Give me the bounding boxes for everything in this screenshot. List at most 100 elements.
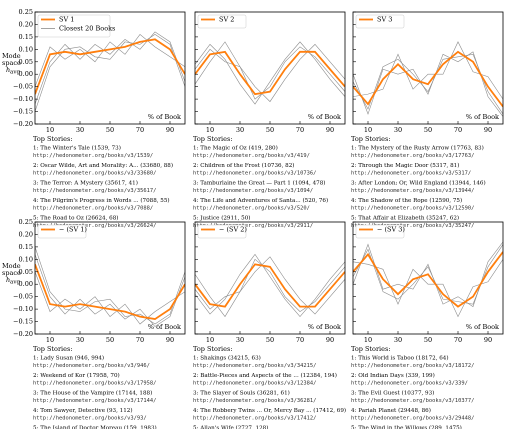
legend-label: Closest 20 Books (59, 25, 115, 33)
story-title: 1: Shakings (34215, 63) (193, 355, 261, 362)
stories-title: Top Stories: (193, 135, 233, 143)
story-title: 2: Oscar Wilde, Art and Morality: A... (… (33, 162, 173, 169)
legend-label: SV 3 (377, 16, 392, 24)
y-tick-label: 0.00 (19, 280, 33, 288)
story-url: http://hedonometer.org/books/v3/17412/ (193, 416, 316, 422)
y-axis-label: avg (10, 70, 20, 76)
story-title: 2: Children of the Frost (10736, 82) (193, 162, 294, 169)
x-tick-label: 10 (206, 126, 214, 134)
story-url: http://hedonometer.org/books/v3/7088/ (33, 206, 153, 212)
x-tick-label: 50 (106, 336, 114, 344)
story-title: 1: This World is Taboo (18172, 64) (351, 355, 449, 362)
story-title: 5: That Affair at Elizabeth (35247, 62) (351, 215, 459, 222)
x-tick-label: 70 (454, 126, 462, 134)
y-tick-label: 0.20 (19, 230, 33, 238)
x-tick-label: 30 (236, 336, 244, 344)
book-line (195, 46, 345, 100)
book-line (353, 53, 503, 115)
book-line (195, 253, 345, 318)
x-tick-label: 90 (166, 336, 174, 344)
y-axis-label: Mode (2, 52, 21, 60)
plot-frame (352, 11, 504, 125)
mode-line (353, 251, 503, 308)
y-tick-label: −0.10 (13, 95, 33, 103)
story-title: 2: Through the Magic Door (5317, 81) (351, 162, 459, 169)
panel: 10 30 50 70 90 % of Book SV 3 Top Stories: 1: Th… (351, 11, 504, 229)
mode-line (35, 38, 185, 95)
story-title: 2: Weekend of Kor (17958, 70) (33, 372, 120, 379)
story-url: http://hedonometer.org/books/v3/13944/ (351, 188, 474, 194)
story-title: 5: Allan's Wife (2727, 128) (193, 425, 268, 429)
y-tick-label: 0.15 (19, 243, 33, 251)
story-url: http://hedonometer.org/books/v3/10736/ (193, 171, 316, 177)
story-title: 3: After London; Or, Wild England (13944… (351, 180, 486, 187)
x-tick-label: 30 (76, 336, 84, 344)
x-tick-label: 50 (424, 126, 432, 134)
story-title: 2: Old Indian Days (339, 199) (351, 372, 435, 379)
story-title: 3: The Evil Guest (10377, 93) (351, 390, 434, 397)
y-tick-label: −0.10 (13, 305, 33, 313)
x-tick-label: 70 (296, 126, 304, 134)
x-axis-label: % of Book (308, 113, 341, 121)
story-title: 3: The Terror: A Mystery (35617, 41) (33, 180, 138, 187)
book-line (195, 41, 345, 105)
story-title: 4: The Shadow of the Rope (12590, 75) (351, 197, 462, 204)
y-tick-label: −0.15 (13, 318, 33, 326)
story-url: http://hedonometer.org/books/v3/5317/ (351, 171, 471, 177)
story-url: http://hedonometer.org/books/v3/93/ (33, 416, 147, 422)
story-title: 3: Tamburlaine the Great — Part 1 (1094,… (193, 180, 325, 187)
story-url: http://hedonometer.org/books/v3/1539/ (33, 153, 153, 159)
x-tick-label: 90 (166, 126, 174, 134)
book-line (35, 246, 185, 325)
x-tick-label: 50 (106, 126, 114, 134)
y-axis-label: Mode (2, 262, 21, 270)
legend-box (37, 224, 87, 239)
legend-label: − (SV 1) (59, 226, 87, 234)
story-title: 5: The Road to Oz (26624, 68) (33, 215, 118, 222)
book-line (35, 254, 185, 327)
x-tick-label: 30 (236, 126, 244, 134)
plot-frame (194, 11, 346, 125)
story-title: 4: Tom Sawyer, Detective (93, 112) (33, 407, 133, 414)
story-url: http://hedonometer.org/books/v3/29448/ (351, 416, 474, 422)
x-tick-label: 10 (364, 126, 372, 134)
story-title: 1: The Magic of Oz (419, 280) (193, 145, 278, 152)
x-axis-label: % of Book (466, 113, 499, 121)
legend-label: − (SV 3) (377, 226, 405, 234)
story-title: 1: Lady Susan (946, 994) (33, 355, 104, 362)
story-title: 4: Pariah Planet (29448, 86) (351, 407, 431, 414)
mode-line (195, 50, 345, 96)
x-tick-label: 10 (364, 336, 372, 344)
x-tick-label: 90 (484, 126, 492, 134)
y-axis-label: h (6, 66, 10, 74)
stories-title: Top Stories: (193, 345, 233, 353)
x-axis-label: % of Book (148, 323, 181, 331)
x-tick-label: 70 (136, 126, 144, 134)
legend-box (197, 224, 247, 239)
legend-label: SV 2 (219, 16, 234, 24)
x-tick-label: 70 (296, 336, 304, 344)
x-tick-label: 50 (266, 336, 274, 344)
y-axis-label: space (2, 269, 21, 277)
y-tick-label: −0.20 (13, 120, 33, 128)
mode-line (195, 263, 345, 308)
story-url: http://hedonometer.org/books/v3/419/ (193, 153, 310, 159)
story-title: 2: Battle-Pieces and Aspects of the ... … (193, 372, 337, 379)
story-url: http://hedonometer.org/books/v3/17144/ (33, 398, 156, 404)
story-url: http://hedonometer.org/books/v3/35247/ (351, 223, 474, 229)
book-line (195, 256, 345, 318)
x-tick-label: 70 (454, 336, 462, 344)
story-url: http://hedonometer.org/books/v3/946/ (33, 363, 150, 369)
plot-frame (352, 221, 504, 335)
y-tick-label: 0.25 (19, 8, 33, 16)
x-tick-label: 10 (46, 336, 54, 344)
panel: 10 30 50 70 90 0.25 0.20 0.15 0.10 0.05 0.00 −0.05 −… (2, 218, 186, 429)
mode-line (35, 263, 185, 321)
story-title: 1: The Winter's Tale (1539, 73) (33, 145, 121, 152)
story-url: http://hedonometer.org/books/v3/2911/ (193, 223, 313, 229)
story-url: http://hedonometer.org/books/v3/12590/ (351, 206, 474, 212)
x-tick-label: 30 (394, 336, 402, 344)
book-line (35, 33, 185, 87)
story-title: 5: The Island of Doctor Moreau (159, 198… (33, 425, 157, 429)
x-axis-label: % of Book (308, 323, 341, 331)
